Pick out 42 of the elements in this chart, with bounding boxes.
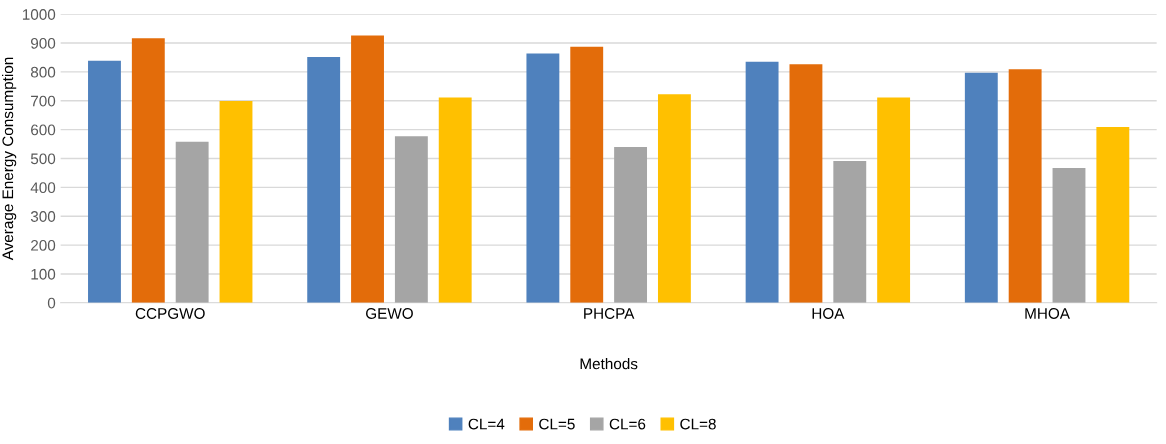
bar — [1052, 168, 1086, 303]
bar — [175, 141, 209, 303]
bar — [438, 97, 472, 303]
bar — [219, 101, 253, 303]
bar — [833, 161, 867, 303]
y-axis-title: Average Energy Consumption — [1, 57, 17, 261]
x-tick-label: MHOA — [1025, 308, 1070, 319]
bar — [789, 64, 823, 303]
legend-label: CL=5 — [539, 418, 575, 430]
y-tick-label: 700 — [31, 95, 56, 107]
bar — [131, 38, 165, 303]
x-axis-title: Methods — [580, 358, 638, 370]
x-tick-label: HOA — [812, 308, 845, 319]
bar — [657, 94, 691, 303]
y-tick-label: 800 — [30, 66, 56, 78]
bar — [526, 53, 560, 303]
bar — [745, 61, 779, 303]
y-tick-label: 900 — [31, 37, 56, 49]
x-tick-label: PHCPA — [584, 308, 635, 319]
bar — [88, 60, 121, 303]
y-tick-label: 500 — [30, 153, 56, 165]
x-tick-label: GEWO — [366, 308, 413, 319]
bar — [877, 97, 911, 303]
bar — [570, 46, 604, 303]
legend-label: CL=4 — [468, 418, 505, 430]
bar — [964, 72, 998, 303]
y-tick-label: 600 — [31, 124, 56, 136]
bar — [307, 56, 341, 303]
y-tick-label: 400 — [30, 182, 56, 194]
y-tick-label: 0 — [47, 297, 56, 309]
bar — [614, 146, 648, 303]
bar — [1096, 127, 1130, 303]
y-tick-label: 100 — [31, 268, 56, 280]
bar — [1008, 69, 1042, 303]
legend-label: CL=8 — [680, 418, 716, 430]
bar — [351, 35, 384, 303]
y-tick-label: 200 — [31, 239, 56, 251]
legend-label: CL=6 — [609, 418, 646, 430]
x-tick-label: CCPGWO — [135, 308, 205, 319]
bar — [394, 136, 428, 303]
y-tick-label: 300 — [30, 211, 56, 222]
y-tick-label: 1000 — [22, 9, 56, 20]
